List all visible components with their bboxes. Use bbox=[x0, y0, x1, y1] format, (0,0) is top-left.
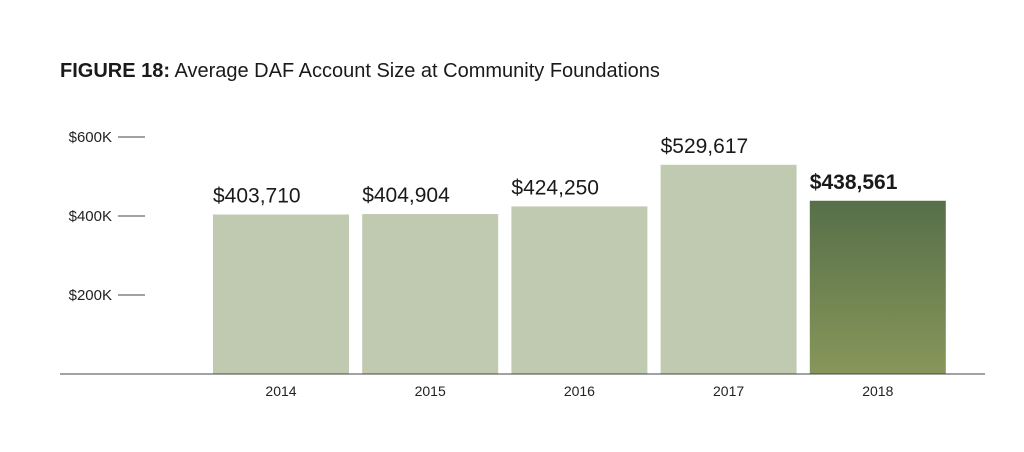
bar-2016 bbox=[511, 206, 648, 374]
bars: $403,710 $404,904 $424,250 $529,617 $438,561 bbox=[213, 135, 946, 374]
x-tick-label: 2017 bbox=[713, 383, 744, 399]
value-label-2017: $529,617 bbox=[661, 135, 749, 158]
figure-label: FIGURE 18: bbox=[60, 60, 171, 82]
y-axis: $200K $400K $600K bbox=[69, 129, 145, 304]
bar-2015 bbox=[362, 214, 499, 374]
value-label-2016: $424,250 bbox=[511, 176, 599, 199]
x-tick-label: 2015 bbox=[415, 383, 446, 399]
value-label-2014: $403,710 bbox=[213, 185, 301, 208]
value-label-2015: $404,904 bbox=[362, 184, 450, 207]
bar-2014 bbox=[213, 214, 349, 374]
x-axis: 2014 2015 2016 2017 2018 bbox=[60, 373, 985, 399]
x-tick-label: 2016 bbox=[564, 383, 595, 399]
figure-title: Average DAF Account Size at Community Fo… bbox=[174, 60, 660, 82]
y-tick-label: $400K bbox=[69, 208, 112, 225]
bar-2017 bbox=[660, 164, 797, 374]
x-tick-label: 2014 bbox=[265, 383, 296, 399]
value-label-2018: $438,561 bbox=[810, 171, 898, 194]
bar-2018 bbox=[809, 200, 946, 374]
chart-title: FIGURE 18: Average DAF Account Size at C… bbox=[60, 60, 660, 83]
y-tick-label: $200K bbox=[69, 287, 112, 304]
x-tick-label: 2018 bbox=[862, 383, 893, 399]
y-tick-label: $600K bbox=[69, 129, 112, 146]
